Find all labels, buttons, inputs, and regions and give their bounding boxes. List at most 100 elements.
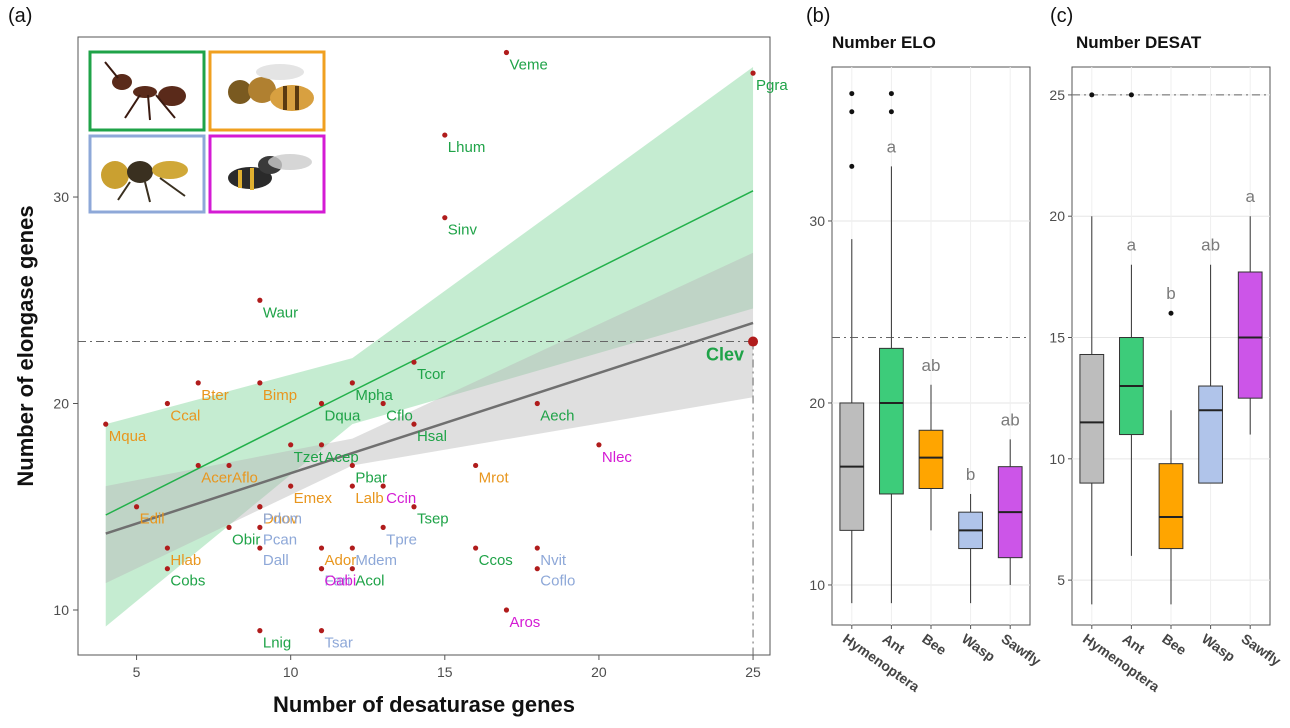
- point-label: Ador: [325, 552, 357, 569]
- point-label: Aros: [509, 614, 540, 631]
- y-tick-label: 25: [1049, 87, 1065, 103]
- x-tick-label: 5: [133, 664, 141, 680]
- point-label: Aflo: [232, 469, 258, 486]
- outlier: [849, 91, 854, 96]
- x-tick-label: Sawfly: [1238, 630, 1284, 669]
- point: [103, 422, 108, 427]
- x-tick-label: Sawfly: [998, 630, 1044, 669]
- point-label: Nlec: [602, 449, 633, 466]
- point-label: Oabi: [325, 573, 357, 590]
- box: [880, 348, 904, 494]
- x-tick-label: Ant: [1120, 630, 1149, 657]
- point-label: Cobs: [170, 573, 205, 590]
- point-label: Lnig: [263, 635, 291, 652]
- significance-letter: a: [1245, 187, 1255, 206]
- point: [226, 525, 231, 530]
- point: [196, 463, 201, 468]
- x-tick-label: 10: [283, 664, 299, 680]
- point: [535, 545, 540, 550]
- point: [319, 566, 324, 571]
- point-label: Ccal: [170, 408, 200, 425]
- y-tick-label: 10: [53, 602, 69, 618]
- y-axis-title: Number of elongase genes: [13, 205, 38, 486]
- y-tick-label: 15: [1049, 330, 1065, 346]
- x-tick-label: Bee: [1159, 630, 1189, 658]
- box: [919, 430, 943, 488]
- point-label: Aech: [540, 408, 574, 425]
- point: [319, 401, 324, 406]
- point: [257, 504, 262, 509]
- point: [750, 71, 755, 76]
- point: [504, 50, 509, 55]
- point: [319, 628, 324, 633]
- point-label: Veme: [509, 56, 547, 73]
- point: [226, 463, 231, 468]
- point-label: Bter: [201, 387, 229, 404]
- point: [411, 422, 416, 427]
- point: [196, 380, 201, 385]
- point: [535, 401, 540, 406]
- significance-letter: b: [1166, 284, 1175, 303]
- point: [473, 463, 478, 468]
- point-label: Nvit: [540, 552, 567, 569]
- outlier: [1089, 92, 1094, 97]
- point: [381, 483, 386, 488]
- point: [288, 483, 293, 488]
- point-label: Hsal: [417, 428, 447, 445]
- box: [1199, 386, 1223, 483]
- box: [1159, 464, 1183, 549]
- point-label: Tzet: [294, 449, 324, 466]
- x-tick-label: Ant: [880, 630, 909, 657]
- point: [596, 442, 601, 447]
- outlier: [889, 91, 894, 96]
- point-label: Pgra: [756, 77, 788, 94]
- point: [350, 380, 355, 385]
- point: [748, 337, 758, 347]
- box: [1238, 272, 1262, 398]
- point: [134, 504, 139, 509]
- point-label: Pdom: [263, 511, 302, 528]
- point: [381, 401, 386, 406]
- y-tick-label: 10: [1049, 451, 1065, 467]
- y-tick-label: 10: [809, 577, 825, 593]
- panel-title: Number DESAT: [1076, 33, 1202, 52]
- point: [165, 566, 170, 571]
- point-label: Dqua: [325, 408, 362, 425]
- point-label: Tsep: [417, 511, 449, 528]
- x-tick-label: Wasp: [959, 630, 998, 664]
- point-label: Clev: [706, 345, 744, 365]
- point-label: Ccos: [479, 552, 513, 569]
- point: [350, 483, 355, 488]
- point-label: Dall: [263, 552, 289, 569]
- x-tick-label: 25: [745, 664, 761, 680]
- point-label: Bimp: [263, 387, 297, 404]
- point-label: Acol: [355, 573, 384, 590]
- point: [504, 607, 509, 612]
- point-label: Tsar: [325, 635, 353, 652]
- point: [319, 545, 324, 550]
- panel-label: (b): [806, 5, 830, 27]
- point: [165, 545, 170, 550]
- y-tick-label: 30: [53, 189, 69, 205]
- point-label: Obir: [232, 531, 260, 548]
- y-tick-label: 20: [53, 396, 69, 412]
- point-label: Edil: [140, 511, 165, 528]
- significance-letter: b: [966, 465, 975, 484]
- point: [257, 525, 262, 530]
- point: [257, 380, 262, 385]
- point: [257, 298, 262, 303]
- x-tick-label: Wasp: [1199, 630, 1238, 664]
- point-label: Coflo: [540, 573, 575, 590]
- point-label: Pcan: [263, 531, 297, 548]
- point: [442, 132, 447, 137]
- point-label: Mqua: [109, 428, 147, 445]
- y-tick-label: 20: [1049, 208, 1065, 224]
- point: [473, 545, 478, 550]
- panel-label: (c): [1050, 5, 1073, 27]
- point-label: Mpha: [355, 387, 393, 404]
- point-label: Mdem: [355, 552, 397, 569]
- point: [381, 525, 386, 530]
- outlier: [849, 109, 854, 114]
- y-tick-label: 5: [1057, 572, 1065, 588]
- point-label: Emex: [294, 490, 333, 507]
